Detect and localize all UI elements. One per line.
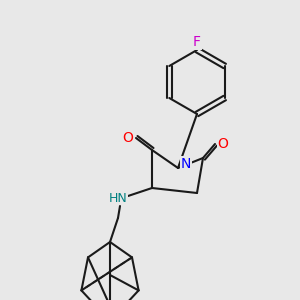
Text: O: O bbox=[218, 137, 228, 151]
Text: HN: HN bbox=[109, 191, 128, 205]
Text: N: N bbox=[181, 157, 191, 171]
Text: F: F bbox=[193, 35, 201, 49]
Text: O: O bbox=[123, 131, 134, 145]
